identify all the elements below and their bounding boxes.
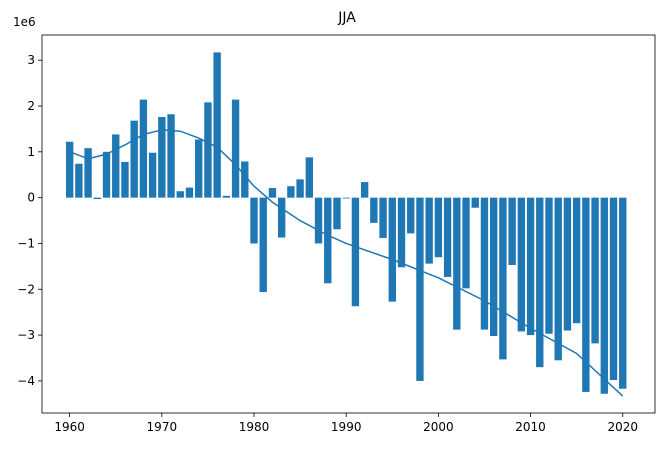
y-offset-label: 1e6 <box>13 15 36 29</box>
bar-1979 <box>241 161 249 198</box>
bar-1960 <box>65 141 74 198</box>
bar-1991 <box>351 197 360 307</box>
bar-1961 <box>75 163 83 198</box>
bar-2001 <box>443 197 452 277</box>
bar-1965 <box>112 134 120 198</box>
bar-1964 <box>102 151 111 198</box>
bar-1973 <box>185 187 194 198</box>
bar-1969 <box>148 152 157 198</box>
bar-1985 <box>296 179 304 198</box>
chart-title: JJA <box>337 10 356 26</box>
bar-1982 <box>268 188 277 198</box>
bar-1997 <box>407 197 415 234</box>
bar-2014 <box>563 197 572 331</box>
bar-2015 <box>572 197 581 324</box>
y-tick-label--4: −4 <box>17 374 35 388</box>
x-tick-label-1960: 1960 <box>54 420 85 434</box>
bar-2002 <box>453 197 461 330</box>
axes-frame <box>41 34 656 414</box>
x-tick-label-1980: 1980 <box>239 420 270 434</box>
bar-1983 <box>277 197 286 238</box>
bar-1996 <box>397 197 406 268</box>
x-tick-label-2020: 2020 <box>607 420 638 434</box>
y-tick-label-2: 2 <box>27 99 35 113</box>
bar-1968 <box>139 99 148 198</box>
bar-2000 <box>434 197 443 258</box>
bar-1962 <box>84 148 92 198</box>
bar-1998 <box>416 197 424 381</box>
bar-1993 <box>370 197 378 223</box>
bar-2017 <box>591 197 599 344</box>
bar-2013 <box>554 197 562 361</box>
bar-1981 <box>259 197 267 293</box>
bar-1974 <box>195 139 203 198</box>
bar-1984 <box>287 186 295 198</box>
plot-area: 1960 1970 1980 1990 2000 2010 2020 −4 −3 −2 −1 0 1 2 3 <box>17 34 656 434</box>
bar-1978 <box>231 99 240 198</box>
y-tick-label-3: 3 <box>27 53 35 67</box>
y-tick-label--3: −3 <box>17 328 35 342</box>
bar-1977 <box>222 195 231 198</box>
bar-2009 <box>517 197 526 332</box>
bar-2008 <box>508 197 516 266</box>
bar-2018 <box>600 197 608 394</box>
bar-2010 <box>526 197 535 336</box>
bar-2006 <box>489 197 498 337</box>
bar-1975 <box>204 102 212 198</box>
bar-1966 <box>121 161 129 198</box>
bar-2004 <box>471 197 479 208</box>
bar-2020 <box>619 197 627 389</box>
bar-1995 <box>388 197 396 302</box>
x-tick-label-1970: 1970 <box>147 420 178 434</box>
bar-1999 <box>425 197 433 264</box>
x-tick-label-2010: 2010 <box>515 420 546 434</box>
bar-1994 <box>379 197 387 238</box>
x-tick-label-2000: 2000 <box>423 420 454 434</box>
bar-1971 <box>167 114 175 198</box>
bar-2016 <box>582 197 590 392</box>
bar-1986 <box>305 157 314 198</box>
bar-1980 <box>250 197 258 244</box>
y-tick-label-0: 0 <box>27 191 35 205</box>
bar-1972 <box>176 191 184 198</box>
bar-1970 <box>158 117 166 198</box>
x-tick-label-1990: 1990 <box>331 420 362 434</box>
bar-2003 <box>462 197 470 289</box>
y-tick-label--1: −1 <box>17 236 35 250</box>
trend-line <box>69 129 624 397</box>
bar-1990 <box>342 197 350 199</box>
bar-1988 <box>324 197 332 284</box>
bar-1963 <box>93 197 101 200</box>
y-tick-label--2: −2 <box>17 282 35 296</box>
bar-2007 <box>499 197 507 360</box>
bar-2011 <box>536 197 544 368</box>
bar-2012 <box>545 197 553 334</box>
bar-2005 <box>480 197 489 330</box>
bar-1976 <box>213 52 221 198</box>
bar-1989 <box>333 197 341 230</box>
bar-1987 <box>314 197 323 244</box>
bar-1967 <box>130 120 138 198</box>
y-tick-label-1: 1 <box>27 145 35 159</box>
bar-2019 <box>609 197 618 381</box>
bar-1992 <box>360 182 369 198</box>
